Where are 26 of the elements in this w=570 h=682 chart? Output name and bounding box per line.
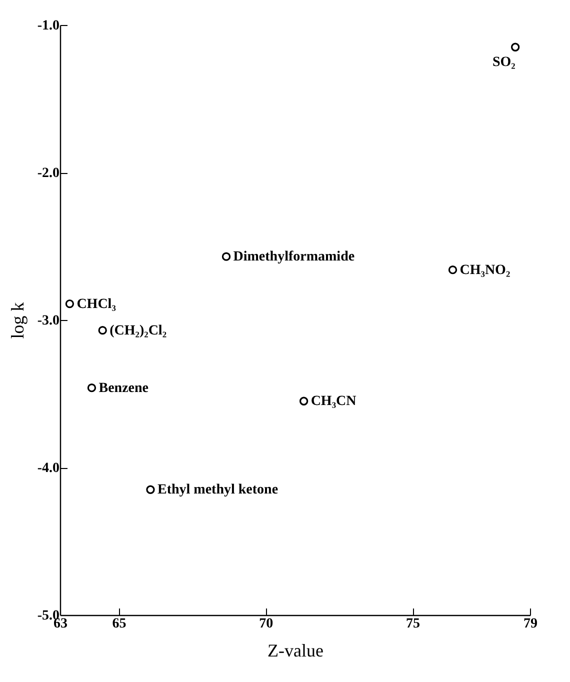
annotation: SO₂ — [492, 55, 516, 70]
x-tick-label: 70 — [259, 616, 274, 632]
y-tick-label: -4.0 — [37, 461, 60, 476]
annotation: CH₃CN — [310, 394, 356, 410]
y-axis-title: log k — [7, 302, 28, 339]
annotation: CH₃NO₂ — [460, 262, 510, 278]
x-axis-title: Z-value — [268, 640, 324, 660]
annotation: Dimethylformamide — [233, 250, 355, 265]
x-tick-label: 65 — [112, 616, 126, 632]
point — [448, 266, 458, 274]
point — [65, 299, 74, 308]
y-tick-label: -2.0 — [37, 166, 60, 181]
y-tick-label: -3.0 — [37, 314, 60, 328]
point — [510, 42, 520, 52]
point — [146, 485, 155, 494]
point — [98, 326, 107, 335]
x-tick-label: 75 — [406, 616, 420, 632]
point — [299, 396, 308, 406]
point — [222, 252, 231, 261]
annotation: CHCl₃ — [76, 296, 116, 312]
annotation: Benzene — [98, 380, 148, 396]
annotation: Ethyl methyl ketone — [157, 482, 278, 498]
point — [87, 384, 96, 392]
annotation: (CH₂)₂Cl₂ — [110, 323, 167, 338]
x-tick-label: 79 — [524, 616, 538, 632]
y-tick-label: -1.0 — [37, 18, 60, 34]
